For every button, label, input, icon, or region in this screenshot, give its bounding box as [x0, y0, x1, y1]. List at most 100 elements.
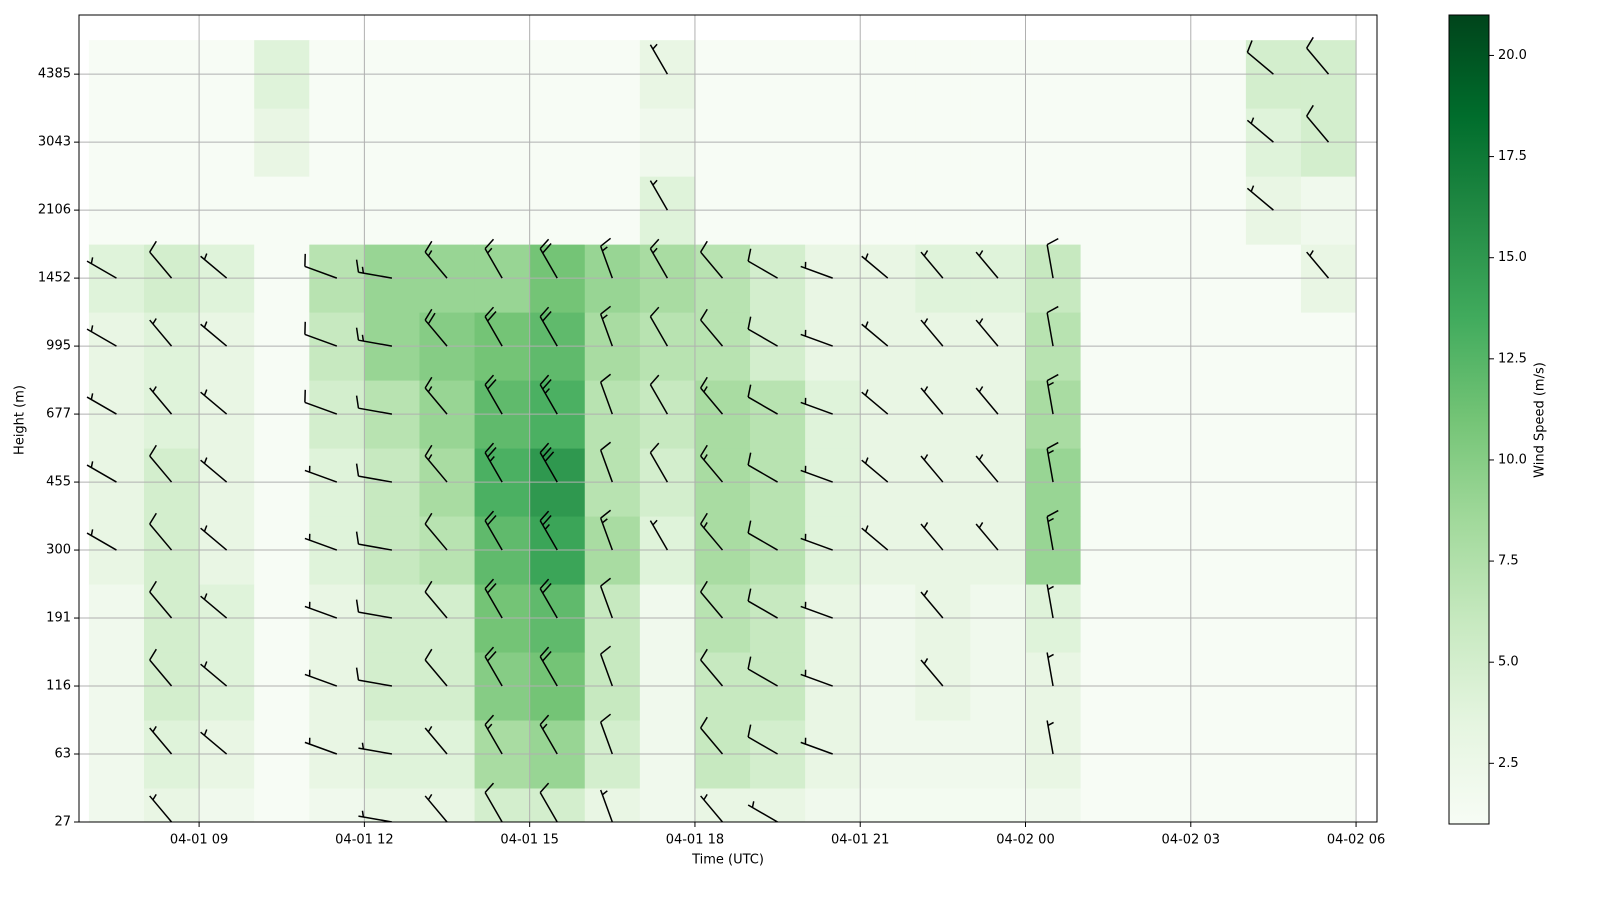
wind-barb	[304, 253, 338, 279]
wind-barb	[861, 389, 889, 415]
x-tick-label: 04-01 21	[831, 833, 889, 848]
wind-barb	[355, 667, 393, 687]
wind-barb	[539, 238, 558, 279]
wind-barb	[599, 577, 614, 619]
wind-barb	[149, 794, 173, 822]
wind-barb	[484, 714, 503, 755]
wind-barb	[1046, 441, 1059, 483]
colorbar-tick-label: 5.0	[1498, 655, 1519, 670]
wind-barb	[484, 646, 503, 687]
wind-barb	[149, 580, 173, 619]
wind-barb	[200, 729, 228, 755]
wind-barb	[149, 240, 173, 279]
wind-barb	[424, 512, 448, 551]
wind-barb	[304, 601, 338, 619]
heat-cell	[529, 788, 586, 822]
wind-barb	[1046, 305, 1059, 347]
wind-barb	[747, 316, 778, 347]
wind-barb	[1046, 652, 1054, 687]
wind-barb	[975, 522, 999, 551]
wind-barb	[800, 533, 833, 551]
wind-barb	[800, 329, 833, 347]
heat-cell	[584, 788, 641, 822]
wind-barb	[200, 321, 228, 347]
wind-barb	[1046, 373, 1059, 415]
heat-cell	[1025, 788, 1082, 822]
wind-barb	[699, 512, 724, 551]
wind-barb	[86, 393, 117, 415]
heat-cell	[970, 788, 1027, 822]
wind-barb	[975, 318, 999, 347]
wind-barb	[200, 389, 228, 415]
wind-barb	[539, 714, 558, 755]
y-tick-label: 2106	[38, 203, 71, 218]
wind-barb	[539, 306, 558, 347]
wind-barb	[200, 253, 228, 279]
heat-cell	[915, 788, 971, 822]
x-tick-label: 04-02 00	[996, 833, 1054, 848]
heat-cell	[1135, 788, 1192, 822]
wind-barb	[355, 531, 393, 551]
heat-cell	[639, 788, 696, 822]
y-tick-label: 27	[54, 815, 71, 830]
wind-barb	[747, 801, 778, 822]
x-tick-label: 04-01 15	[500, 833, 558, 848]
wind-barb	[304, 669, 338, 687]
wind-barb	[86, 325, 117, 347]
wind-barb	[86, 461, 117, 483]
wind-barb	[86, 257, 117, 279]
wind-barb	[484, 374, 503, 415]
wind-barb	[149, 444, 173, 483]
wind-barb	[200, 525, 228, 551]
heat-cell	[199, 788, 255, 822]
wind-barb	[599, 305, 614, 347]
wind-barb	[484, 782, 503, 822]
wind-barb	[920, 658, 944, 687]
wind-barb	[200, 593, 228, 619]
wind-barb	[358, 742, 393, 755]
heat-cell	[419, 788, 476, 822]
wind-barb	[484, 238, 503, 279]
x-tick-label: 04-02 03	[1162, 833, 1220, 848]
colorbar-tick-label: 17.5	[1498, 149, 1527, 164]
heat-cell	[694, 788, 751, 822]
wind-barb	[599, 713, 614, 755]
wind-barb	[861, 457, 889, 483]
wind-barb	[699, 376, 724, 415]
wind-barb	[699, 648, 724, 687]
x-tick-label: 04-01 18	[666, 833, 724, 848]
grid	[79, 15, 1377, 823]
wind-barb	[747, 724, 778, 755]
wind-barb	[149, 512, 173, 551]
wind-barb	[424, 240, 448, 279]
x-tick-label: 04-02 06	[1327, 833, 1385, 848]
wind-barb	[975, 386, 999, 415]
wind-barbs	[86, 36, 1330, 822]
wind-barb	[861, 525, 889, 551]
wind-barb	[484, 306, 503, 347]
wind-barb	[539, 782, 558, 822]
wind-barb	[800, 601, 833, 619]
colorbar-tick-label: 7.5	[1498, 554, 1519, 569]
heat-cell	[1080, 788, 1137, 822]
wind-barb	[800, 397, 833, 415]
colorbar-tick-label: 2.5	[1498, 756, 1519, 771]
wind-barb	[304, 389, 338, 415]
heat-cell	[88, 788, 145, 822]
wind-barb	[1046, 509, 1059, 551]
wind-barb	[149, 318, 173, 347]
wind-barb	[649, 238, 669, 279]
wind-barb	[1246, 40, 1274, 75]
wind-barb	[149, 726, 173, 755]
wind-barb	[424, 308, 448, 347]
y-tick-label: 3043	[38, 135, 71, 150]
wind-barb	[539, 442, 558, 483]
wind-barb	[304, 533, 338, 551]
wind-barb	[539, 578, 558, 619]
wind-barb	[920, 386, 944, 415]
wind-barb	[649, 306, 669, 347]
wind-barb	[1306, 250, 1330, 279]
heatmap	[88, 40, 1357, 822]
wind-barb	[424, 580, 448, 619]
heat-cell	[254, 788, 310, 822]
